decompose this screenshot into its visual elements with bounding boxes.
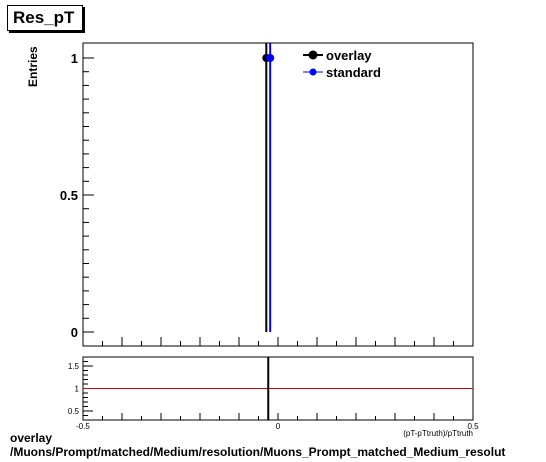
main-data-marks	[262, 43, 275, 332]
footer-caption: overlay /Muons/Prompt/matched/Medium/res…	[10, 431, 505, 459]
ratio-y-tick-label: 0.5	[68, 407, 80, 416]
main-y-tick-labels: 00.51	[60, 51, 78, 340]
legend-label-standard: standard	[326, 65, 381, 80]
ratio-x-tick-label: 0.5	[467, 422, 479, 431]
ratio-y-tick-label: 1	[75, 385, 80, 394]
y-axis-label: Entries	[26, 46, 40, 87]
legend: overlay standard	[303, 48, 381, 80]
ratio-axis-ticks	[82, 361, 474, 420]
legend-marker-standard	[309, 68, 317, 76]
x-axis-label: (pT-pTtruth)/pTtruth	[403, 429, 473, 438]
chart-title: Res_pT	[13, 8, 75, 27]
ratio-y-tick-labels: 0.5 1 1.5	[68, 362, 80, 416]
ratio-x-tick-labels: -0.5 0 0.5	[76, 422, 479, 431]
footer-line-1: overlay	[10, 431, 53, 445]
y-tick-label: 0	[71, 325, 78, 340]
y-tick-label: 0.5	[60, 188, 78, 203]
chart-title-box: Res_pT	[7, 5, 83, 31]
legend-marker-overlay	[308, 50, 318, 60]
ratio-x-tick-label: 0	[276, 422, 281, 431]
y-tick-label: 1	[71, 51, 78, 66]
main-plot-frame	[82, 42, 474, 347]
ratio-x-tick-label: -0.5	[76, 422, 90, 431]
footer-line-2: /Muons/Prompt/matched/Medium/resolution/…	[10, 445, 506, 459]
data-point-standard	[266, 54, 275, 62]
ratio-plot-panel: 0.5 1 1.5 -0.5 0 0.5 (pT-pTtruth)/pTtruth	[68, 356, 479, 438]
legend-label-overlay: overlay	[326, 48, 372, 63]
main-axis-ticks	[82, 57, 474, 346]
ratio-point	[267, 387, 270, 390]
ratio-y-tick-label: 1.5	[68, 362, 80, 371]
ratio-data-marks	[83, 357, 473, 420]
